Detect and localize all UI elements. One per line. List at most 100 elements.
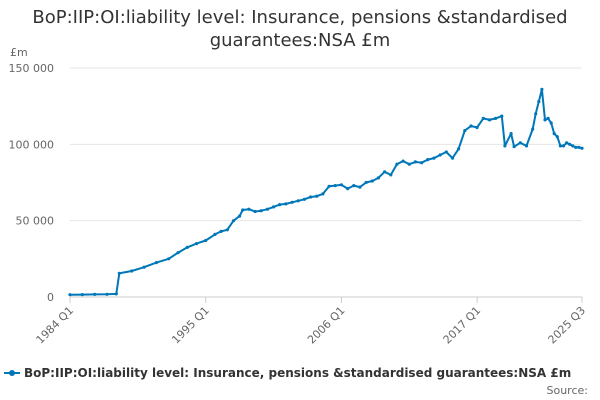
data-point[interactable] (142, 265, 146, 269)
data-point[interactable] (509, 132, 513, 136)
x-tick-label: 2006 Q1 (305, 304, 348, 347)
data-point[interactable] (290, 200, 294, 204)
data-point[interactable] (561, 144, 566, 148)
data-point[interactable] (80, 293, 84, 297)
data-point[interactable] (524, 144, 529, 148)
data-point[interactable] (154, 261, 158, 265)
y-tick-label: 100 000 (9, 138, 55, 151)
x-tick-label: 2025 Q3 (546, 304, 589, 347)
x-tick-label: 1995 Q1 (169, 304, 212, 347)
data-point[interactable] (531, 127, 535, 131)
data-point[interactable] (339, 183, 343, 187)
data-point[interactable] (432, 156, 436, 160)
data-point[interactable] (376, 176, 380, 180)
data-point[interactable] (546, 116, 550, 120)
data-point[interactable] (558, 144, 563, 148)
data-point[interactable] (444, 150, 448, 154)
data-point[interactable] (333, 184, 337, 188)
data-point[interactable] (543, 118, 547, 122)
data-point[interactable] (537, 100, 541, 104)
data-point[interactable] (68, 293, 72, 297)
data-point[interactable] (278, 203, 282, 207)
data-point[interactable] (185, 245, 189, 249)
data-point[interactable] (487, 118, 492, 122)
y-unit-label: £m (10, 46, 28, 59)
data-point[interactable] (176, 251, 180, 255)
data-point[interactable] (549, 121, 553, 125)
data-point[interactable] (534, 112, 538, 116)
data-point[interactable] (450, 156, 455, 160)
data-point[interactable] (469, 124, 473, 128)
data-point[interactable] (568, 142, 572, 146)
data-point[interactable] (571, 144, 575, 148)
data-point[interactable] (265, 207, 269, 211)
data-point[interactable] (302, 197, 306, 201)
data-point[interactable] (574, 145, 578, 149)
legend[interactable]: BoP:IIP:OI:liability level: Insurance, p… (4, 366, 571, 380)
data-point[interactable] (413, 160, 417, 164)
data-point[interactable] (457, 147, 461, 151)
data-point[interactable] (346, 187, 350, 191)
data-point[interactable] (327, 184, 331, 188)
data-point[interactable] (321, 192, 325, 196)
data-point[interactable] (370, 179, 374, 183)
data-point[interactable] (352, 184, 356, 188)
data-point[interactable] (577, 145, 581, 149)
data-point[interactable] (518, 141, 522, 145)
data-point[interactable] (401, 159, 405, 163)
data-point[interactable] (130, 269, 134, 273)
data-point[interactable] (259, 209, 263, 213)
data-point[interactable] (105, 292, 109, 296)
data-point[interactable] (475, 125, 479, 130)
data-point[interactable] (512, 145, 516, 149)
data-point[interactable] (194, 242, 199, 246)
data-point[interactable] (93, 292, 97, 296)
data-point[interactable] (555, 135, 559, 139)
data-point[interactable] (253, 209, 257, 214)
data-point[interactable] (241, 208, 245, 212)
series-line (69, 88, 583, 296)
data-point[interactable] (565, 141, 569, 145)
data-point[interactable] (117, 271, 121, 275)
data-point[interactable] (503, 144, 507, 148)
chart-title-line-1: BoP:IIP:OI:liability level: Insurance, p… (32, 7, 568, 28)
y-axis: £m 0 50 000 100 000 150 000 (9, 46, 55, 304)
grid-lines (70, 67, 582, 298)
data-point[interactable] (364, 180, 368, 185)
data-point[interactable] (481, 116, 485, 120)
data-point[interactable] (309, 195, 313, 199)
data-point[interactable] (420, 161, 424, 165)
data-point[interactable] (213, 232, 217, 236)
data-point[interactable] (580, 146, 584, 150)
data-point[interactable] (247, 207, 251, 211)
data-point[interactable] (383, 170, 387, 174)
data-point[interactable] (463, 129, 467, 133)
data-point[interactable] (272, 205, 276, 209)
legend-line-symbol-icon (4, 368, 20, 378)
data-point[interactable] (358, 185, 362, 189)
data-point[interactable] (231, 219, 236, 223)
data-point[interactable] (389, 173, 393, 177)
data-point[interactable] (438, 153, 442, 157)
data-point[interactable] (225, 228, 229, 232)
data-point[interactable] (315, 194, 319, 198)
x-axis: 1984 Q1 1995 Q1 2006 Q1 2017 Q1 2025 Q3 (34, 297, 589, 347)
data-point[interactable] (426, 158, 430, 162)
data-point[interactable] (167, 257, 171, 261)
data-point[interactable] (540, 87, 544, 91)
data-point[interactable] (238, 214, 242, 218)
legend-label: BoP:IIP:OI:liability level: Insurance, p… (24, 366, 572, 380)
x-tick-label: 1984 Q1 (34, 304, 77, 347)
data-point[interactable] (296, 199, 300, 203)
data-point[interactable] (395, 162, 399, 166)
data-point[interactable] (494, 116, 498, 120)
chart-title-line-2: guarantees:NSA £m (209, 30, 391, 51)
data-point[interactable] (407, 162, 411, 166)
data-point[interactable] (500, 114, 504, 118)
data-point[interactable] (204, 238, 208, 243)
data-point[interactable] (284, 202, 288, 206)
data-point[interactable] (114, 292, 118, 296)
data-point[interactable] (219, 229, 223, 233)
data-point[interactable] (552, 132, 556, 136)
